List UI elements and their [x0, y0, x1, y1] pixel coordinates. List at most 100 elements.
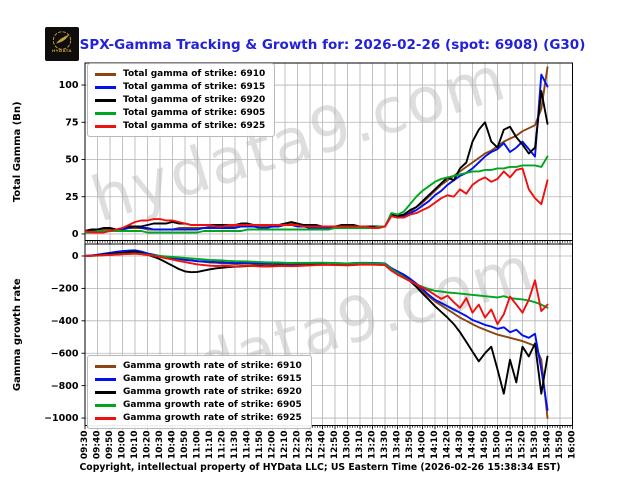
legend-label: Total gamma of strike: 6910 [123, 69, 266, 79]
y-tick-label: 100 [59, 80, 79, 91]
legend-swatch-growth-6925 [95, 416, 116, 420]
series-group [85, 66, 549, 234]
y-tick-label: −600 [51, 348, 79, 359]
x-tick-label: 09:40 [93, 431, 103, 460]
x-tick-label: 14:10 [430, 431, 440, 460]
legend-swatch-6910 [95, 72, 116, 76]
x-tick-label: 13:10 [355, 431, 365, 460]
x-tick-label: 15:10 [505, 431, 515, 460]
x-tick-label: 10:50 [180, 431, 190, 460]
x-tick-label: 11:50 [255, 431, 265, 460]
y-axis-label: Gamma growth rate [12, 278, 23, 391]
y-tick-label: −200 [51, 284, 79, 295]
x-tick-label: 10:30 [155, 431, 165, 460]
x-tick-label: 10:40 [168, 431, 178, 460]
legend-item: Total gamma of strike: 6920 [95, 95, 265, 105]
x-tick-label: 14:00 [418, 431, 428, 460]
panel-frame [84, 243, 573, 426]
legend-label: Gamma growth rate of strike: 6925 [123, 413, 302, 423]
y-tick-label: −800 [51, 381, 79, 392]
x-tick-label: 11:40 [243, 431, 253, 460]
legend-label: Total gamma of strike: 6925 [123, 121, 266, 131]
y-axis-label: Total Gamma (Bn) [12, 101, 23, 202]
x-tick-label: 13:30 [380, 431, 390, 460]
x-tick-label: 14:40 [468, 431, 478, 460]
x-tick-label: 13:40 [393, 431, 403, 460]
x-tick-label: 09:50 [105, 431, 115, 460]
series-line-gamma-growth-6925 [85, 252, 549, 326]
chart-title: SPX-Gamma Tracking & Growth for: 2026-02… [79, 37, 586, 53]
y-tick-label: 75 [65, 117, 78, 128]
x-tick-label: 16:00 [568, 431, 578, 460]
legend-label: Total gamma of strike: 6915 [123, 82, 266, 92]
x-tick-label: 15:40 [543, 431, 553, 460]
legend-item: Total gamma of strike: 6915 [95, 82, 265, 92]
logo-brand-text: HYDATA [52, 48, 72, 53]
series-line-gamma-growth-6905 [85, 252, 549, 309]
legend-swatch-growth-6920 [95, 390, 116, 394]
x-tick-label: 15:20 [518, 431, 528, 460]
legend-item: Total gamma of strike: 6910 [95, 69, 265, 79]
x-tick-label: 10:20 [143, 431, 153, 460]
bottom-legend: Gamma growth rate of strike: 6910 Gamma … [87, 355, 312, 429]
x-tick-label: 10:00 [118, 431, 128, 460]
legend-label: Gamma growth rate of strike: 6920 [123, 387, 302, 397]
series-group [85, 249, 549, 419]
legend-swatch-growth-6905 [95, 403, 116, 407]
x-tick-label: 13:20 [368, 431, 378, 460]
legend-item: Total gamma of strike: 6925 [95, 121, 265, 131]
legend-item: Gamma growth rate of strike: 6915 [95, 374, 302, 384]
x-tick-label: 10:10 [130, 431, 140, 460]
legend-label: Total gamma of strike: 6920 [123, 95, 266, 105]
logo-background [45, 27, 79, 61]
series-line-total-gamma-6915 [85, 73, 549, 232]
legend-item: Gamma growth rate of strike: 6925 [95, 413, 302, 423]
y-tick-label: 25 [65, 192, 78, 203]
legend-swatch-6925 [95, 124, 116, 128]
y-tick-label: −400 [51, 316, 79, 327]
legend-label: Gamma growth rate of strike: 6915 [123, 374, 302, 384]
x-tick-label: 12:10 [280, 431, 290, 460]
x-tick-label: 11:30 [230, 431, 240, 460]
x-tick-label: 15:00 [493, 431, 503, 460]
x-tick-label: 14:50 [480, 431, 490, 460]
x-tick-label: 11:00 [193, 431, 203, 460]
x-tick-label: 11:10 [205, 431, 215, 460]
legend-item: Gamma growth rate of strike: 6910 [95, 361, 302, 371]
top-legend: Total gamma of strike: 6910 Total gamma … [87, 63, 276, 137]
x-tick-label: 12:00 [268, 431, 278, 460]
legend-item: Total gamma of strike: 6905 [95, 108, 265, 118]
x-tick-label: 14:30 [455, 431, 465, 460]
x-tick-label: 12:40 [318, 431, 328, 460]
legend-label: Gamma growth rate of strike: 6910 [123, 361, 302, 371]
panel-frame [84, 62, 573, 241]
series-line-total-gamma-6925 [85, 167, 549, 234]
legend-swatch-6915 [95, 85, 116, 89]
x-tick-label: 14:20 [443, 431, 453, 460]
x-tick-label: 11:20 [218, 431, 228, 460]
y-tick-label: −1000 [44, 413, 79, 424]
legend-swatch-growth-6915 [95, 377, 116, 381]
x-tick-label: 12:20 [293, 431, 303, 460]
legend-label: Total gamma of strike: 6905 [123, 108, 266, 118]
y-tick-label: 0 [72, 229, 79, 240]
logo-circle [52, 31, 72, 50]
legend-swatch-growth-6910 [95, 364, 116, 368]
legend-item: Gamma growth rate of strike: 6905 [95, 400, 302, 410]
legend-swatch-6920 [95, 98, 116, 102]
x-tick-label: 15:30 [530, 431, 540, 460]
x-tick-label: 15:50 [555, 431, 565, 460]
legend-item: Gamma growth rate of strike: 6920 [95, 387, 302, 397]
x-tick-label: 13:50 [405, 431, 415, 460]
x-tick-label: 09:30 [80, 431, 90, 460]
x-tick-label: 12:30 [305, 431, 315, 460]
y-tick-label: 0 [72, 251, 79, 262]
legend-swatch-6905 [95, 111, 116, 115]
y-tick-label: 50 [65, 155, 79, 166]
legend-label: Gamma growth rate of strike: 6905 [123, 400, 302, 410]
series-line-total-gamma-6905 [85, 155, 549, 234]
series-line-total-gamma-6920 [85, 90, 549, 232]
x-tick-label: 13:00 [343, 431, 353, 460]
x-tick-label: 12:50 [330, 431, 340, 460]
